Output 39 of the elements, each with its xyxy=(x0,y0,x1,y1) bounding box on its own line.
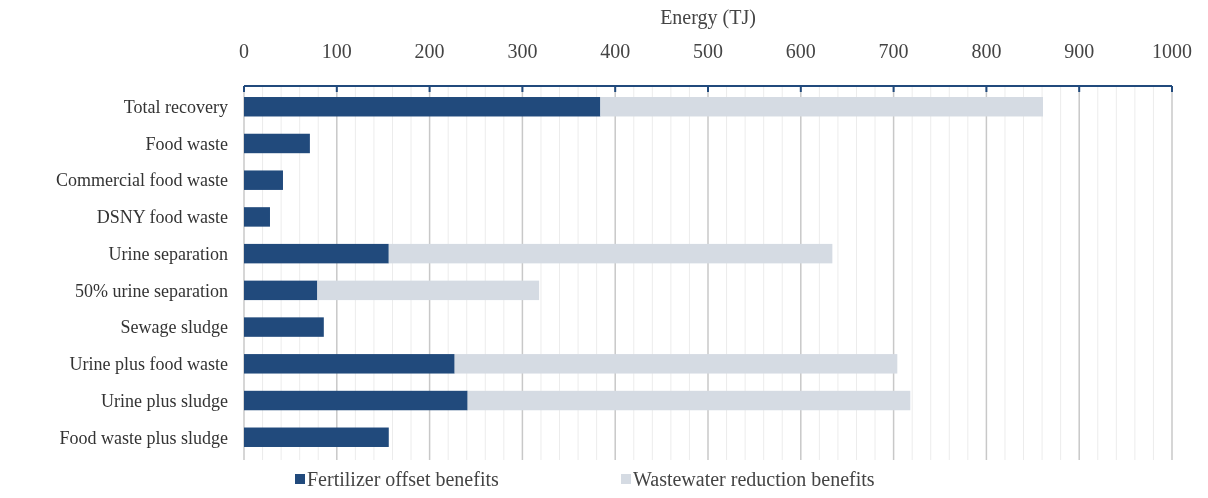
x-tick-label: 400 xyxy=(600,40,631,62)
x-tick-label: 0 xyxy=(239,40,249,62)
legend-label: Fertilizer offset benefits xyxy=(307,468,499,490)
y-tick-label: Commercial food waste xyxy=(56,170,229,191)
y-tick-label: Total recovery xyxy=(123,97,228,118)
x-tick-label: 200 xyxy=(414,40,445,62)
y-tick-label: Sewage sludge xyxy=(120,317,228,338)
bar xyxy=(244,207,270,227)
legend-label: Wastewater reduction benefits xyxy=(633,468,875,490)
x-tick-label: 300 xyxy=(507,40,538,62)
y-tick-label: Food waste xyxy=(145,133,228,154)
y-tick-label: Urine plus food waste xyxy=(69,354,229,375)
bar xyxy=(244,97,601,117)
x-axis-title: Energy (TJ) xyxy=(660,6,756,29)
x-tick-label: 600 xyxy=(785,40,816,62)
y-tick-label: DSNY food waste xyxy=(96,207,228,228)
x-tick-label: 500 xyxy=(693,40,723,62)
x-tick-label: 700 xyxy=(878,40,909,62)
bar xyxy=(244,243,389,264)
bar xyxy=(244,280,318,301)
x-tick-label: 800 xyxy=(971,40,1002,62)
bar xyxy=(467,390,911,411)
x-tick-label: 900 xyxy=(1064,40,1095,62)
bar xyxy=(244,354,455,374)
y-tick-label: Food waste plus sludge xyxy=(59,427,229,448)
bar xyxy=(244,133,310,154)
bar xyxy=(244,170,283,190)
y-tick-label: Urine plus sludge xyxy=(101,390,229,411)
x-tick-label: 100 xyxy=(321,40,352,62)
bar xyxy=(317,280,540,301)
bar xyxy=(388,243,833,264)
y-tick-label: Urine separation xyxy=(108,243,228,264)
y-tick-label: 50% urine separation xyxy=(75,280,228,301)
bar xyxy=(244,317,324,337)
bar xyxy=(600,97,1044,117)
bar xyxy=(244,390,468,411)
bar xyxy=(244,427,389,447)
x-tick-label: 1000 xyxy=(1152,40,1192,62)
bar xyxy=(454,354,898,374)
